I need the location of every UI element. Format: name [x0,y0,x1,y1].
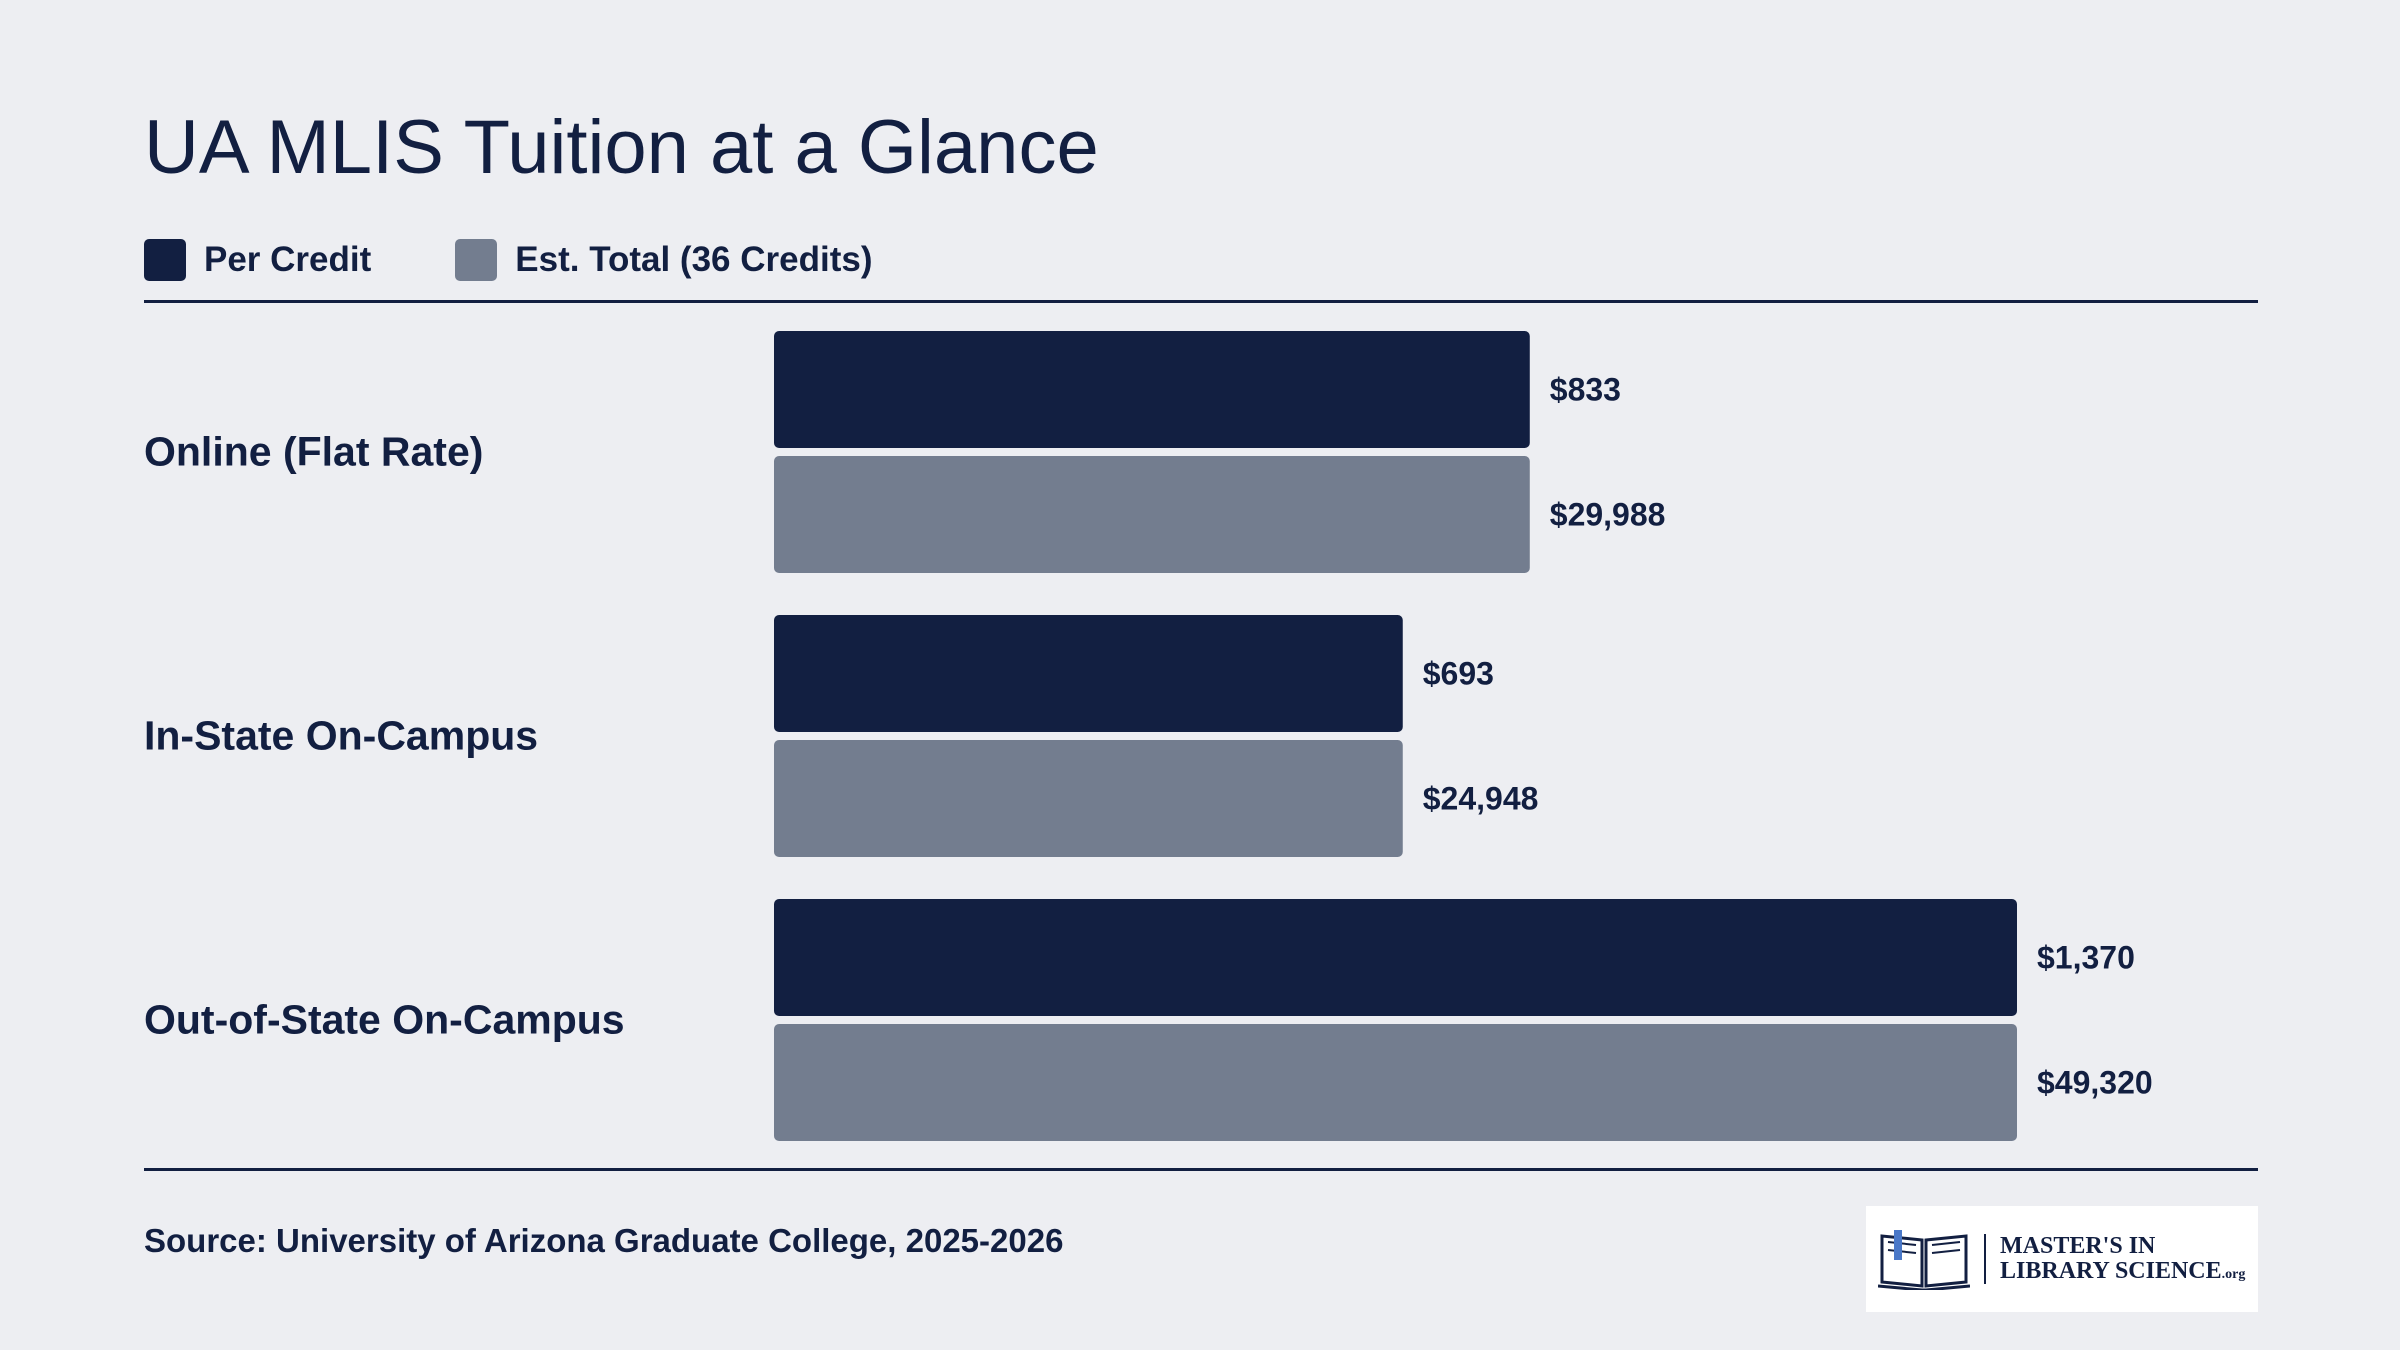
bar-value-label: $693 [1423,656,1494,692]
source-note: Source: University of Arizona Graduate C… [144,1222,1064,1259]
legend-swatch-per-credit [144,239,186,281]
bar-value-label: $24,948 [1423,781,1539,817]
bar-value-label: $29,988 [1550,497,1666,533]
bar-per-credit [774,899,2017,1016]
top-divider [144,300,2258,303]
legend-label-total: Est. Total (36 Credits) [515,240,873,279]
legend: Per Credit Est. Total (36 Credits) [144,236,956,284]
bar-total [774,1024,2017,1141]
logo-line-2: LIBRARY SCIENCE.org [2000,1258,2246,1284]
legend-swatch-total [455,239,498,281]
bar-per-credit [774,615,1403,732]
logo-line-1: MASTER'S IN [2000,1232,2156,1259]
bar-per-credit [774,331,1530,448]
legend-item-total: Est. Total (36 Credits) [455,239,872,281]
legend-item-per-credit: Per Credit [144,239,371,281]
category-label: Out-of-State On-Campus [144,996,625,1043]
bar-total [774,456,1530,573]
legend-label-per-credit: Per Credit [204,240,372,279]
category-label: Online (Flat Rate) [144,428,484,475]
chart-title: UA MLIS Tuition at a Glance [144,105,1099,190]
open-book-icon [1878,1230,1970,1290]
bottom-divider [144,1168,2258,1171]
bar-value-label: $833 [1550,372,1621,408]
bar-total [774,740,1403,857]
category-label: In-State On-Campus [144,712,539,759]
bar-value-label: $49,320 [2037,1065,2153,1101]
bar-value-label: $1,370 [2037,940,2135,976]
site-logo: MASTER'S IN LIBRARY SCIENCE.org [1866,1206,2258,1312]
logo-wordmark: MASTER'S IN LIBRARY SCIENCE.org [1984,1232,2246,1285]
